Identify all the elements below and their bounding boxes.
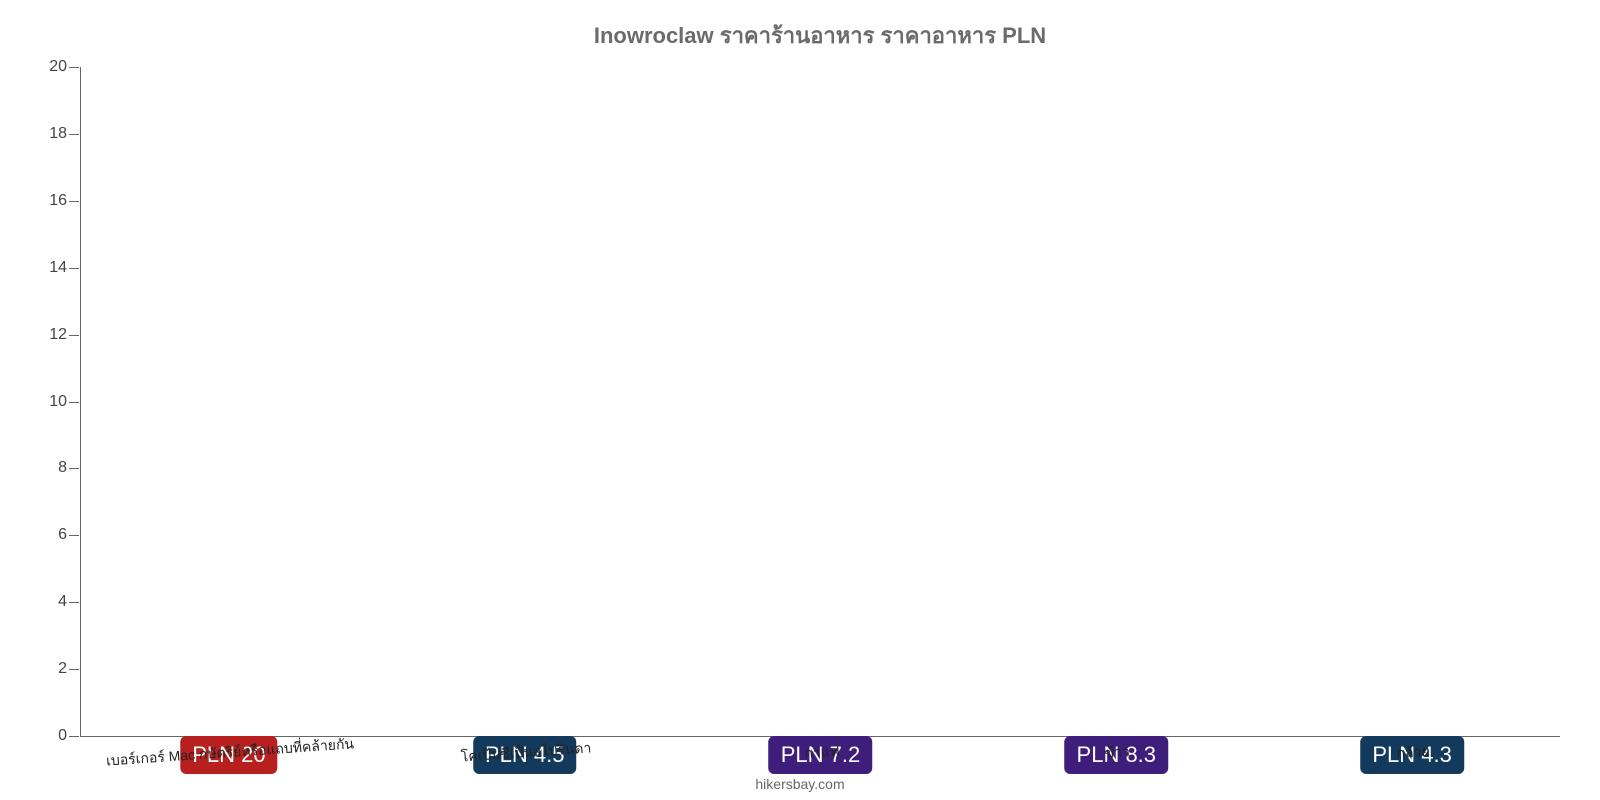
- y-tick-label: 16: [49, 192, 81, 210]
- chart-title: Inowroclaw ราคาร้านอาหาร ราคาอาหาร PLN: [80, 18, 1560, 53]
- y-tick-label: 6: [58, 526, 81, 544]
- y-tick-label: 12: [49, 326, 81, 344]
- y-tick-label: 20: [49, 58, 81, 76]
- y-tick-label: 10: [49, 393, 81, 411]
- y-tick-label: 2: [58, 660, 81, 678]
- y-tick-label: 8: [58, 459, 81, 477]
- y-tick-label: 18: [49, 125, 81, 143]
- attribution-text: hikersbay.com: [755, 776, 844, 792]
- y-tick-label: 0: [58, 727, 81, 745]
- x-axis-labels: เบอร์เกอร์ Mac กษัตริย์หรือแถบที่คล้ายกั…: [81, 736, 1560, 764]
- y-tick-label: 14: [49, 259, 81, 277]
- bars-container: PLN 20PLN 4.5PLN 7.2PLN 8.3PLN 4.3: [81, 67, 1560, 736]
- price-bar-chart: Inowroclaw ราคาร้านอาหาร ราคาอาหาร PLN P…: [0, 0, 1600, 800]
- plot-area: PLN 20PLN 4.5PLN 7.2PLN 8.3PLN 4.3 เบอร์…: [80, 67, 1560, 737]
- y-tick-label: 4: [58, 593, 81, 611]
